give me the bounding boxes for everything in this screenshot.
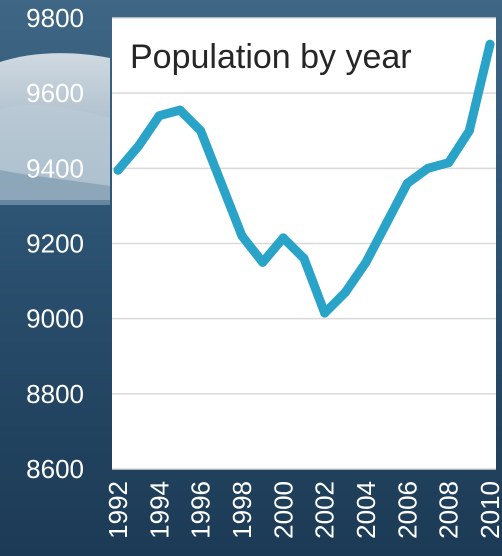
x-axis-ticks: 1992 1994 1996 1998 2000 2002 2004 2006 2008 2010 bbox=[103, 481, 502, 539]
x-tick-label: 2004 bbox=[351, 481, 381, 539]
y-tick-label: 9400 bbox=[26, 153, 84, 183]
x-tick-label: 1992 bbox=[103, 481, 133, 539]
x-tick-label: 2008 bbox=[434, 481, 464, 539]
x-tick-label: 2010 bbox=[475, 481, 502, 539]
x-tick-label: 2000 bbox=[268, 481, 298, 539]
y-tick-label: 9200 bbox=[26, 229, 84, 259]
data-point-2003 bbox=[340, 287, 350, 297]
y-tick-label: 8600 bbox=[26, 454, 84, 484]
data-point-1994 bbox=[154, 111, 164, 121]
data-point-1999 bbox=[258, 257, 268, 267]
x-tick-label: 2006 bbox=[392, 481, 422, 539]
x-tick-label: 2002 bbox=[310, 481, 340, 539]
data-point-2004 bbox=[361, 257, 371, 267]
data-point-2000 bbox=[278, 233, 288, 243]
gridlines bbox=[112, 17, 496, 470]
data-point-2008 bbox=[444, 158, 454, 168]
data-point-2002 bbox=[320, 308, 330, 318]
x-tick-label: 1998 bbox=[227, 481, 257, 539]
x-tick-label: 1996 bbox=[186, 481, 216, 539]
data-point-2005 bbox=[382, 218, 392, 228]
y-tick-label: 9000 bbox=[26, 304, 84, 334]
data-point-1993 bbox=[134, 141, 144, 151]
data-point-1995 bbox=[175, 105, 185, 115]
y-axis-ticks: 9800 9600 9400 9200 9000 8800 8600 bbox=[26, 3, 84, 484]
data-point-1998 bbox=[237, 231, 247, 241]
data-point-2006 bbox=[402, 178, 412, 188]
data-point-2007 bbox=[423, 163, 433, 173]
chart-title: Population by year bbox=[130, 38, 412, 76]
y-tick-label: 9600 bbox=[26, 78, 84, 108]
background-iceberg bbox=[0, 53, 110, 205]
series-points bbox=[113, 39, 495, 318]
data-point-1992 bbox=[113, 165, 123, 175]
y-tick-label: 9800 bbox=[26, 3, 84, 33]
data-point-1997 bbox=[216, 178, 226, 188]
data-point-1996 bbox=[196, 126, 206, 136]
x-tick-label: 1994 bbox=[144, 481, 174, 539]
data-point-2001 bbox=[299, 254, 309, 264]
data-point-2009 bbox=[464, 126, 474, 136]
y-tick-label: 8800 bbox=[26, 379, 84, 409]
data-point-2010 bbox=[485, 39, 495, 49]
